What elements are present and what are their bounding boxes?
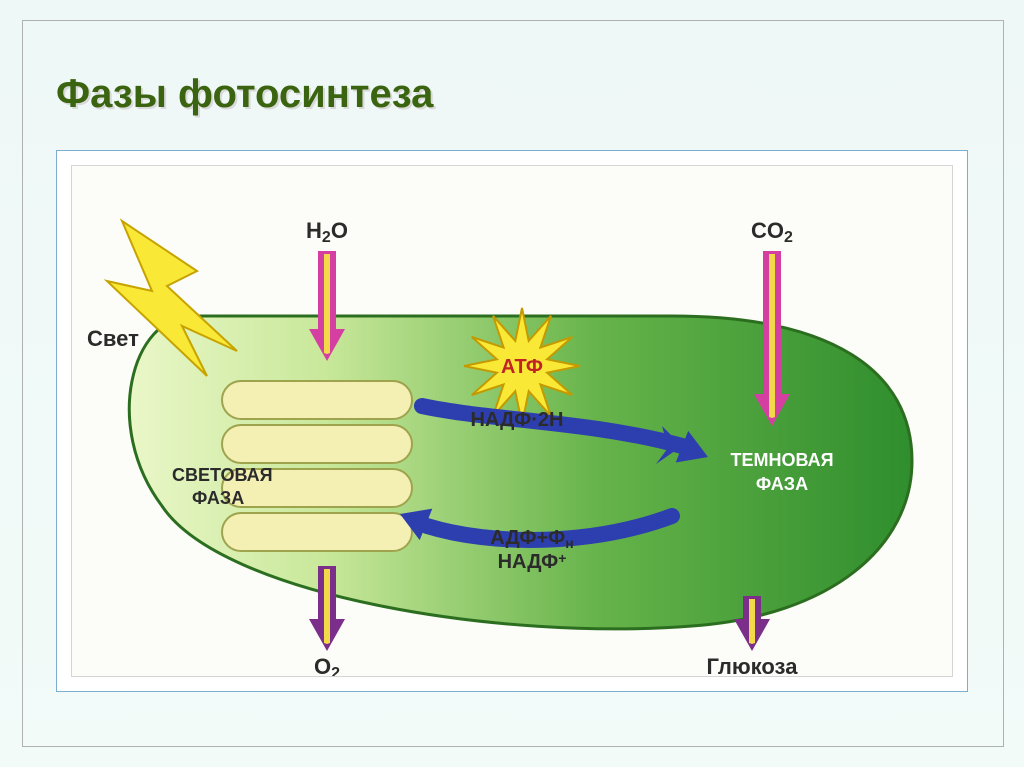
label-co2: CO2: [751, 218, 793, 246]
label-light: Свет: [87, 326, 139, 351]
label-dark-phase-1: ТЕМНОВАЯ: [730, 450, 833, 470]
arrow-glucose-inner: [749, 599, 755, 644]
label-o2: O2: [314, 654, 340, 676]
thylakoid: [222, 513, 412, 551]
slide: Фазы фотосинтеза Фазы фотосинтеза АТФ Све…: [0, 0, 1024, 767]
figure-inner: АТФ Свет H2O CO2 O2 Глюкоза СВЕТОВАЯ ФАЗА ТЕМНОВ…: [71, 165, 953, 677]
atp-label: АТФ: [501, 356, 543, 378]
arrow-o2-inner: [324, 569, 330, 644]
label-glucose: Глюкоза: [707, 654, 799, 676]
title-text: Фазы фотосинтеза: [56, 72, 433, 117]
label-dark-phase-2: ФАЗА: [756, 474, 808, 494]
label-nadp: НАДФ+: [498, 550, 567, 573]
thylakoid: [222, 381, 412, 419]
label-nadph: НАДФ·2Н: [471, 409, 564, 431]
arrow-h2o-inner: [324, 254, 330, 354]
label-adp: АДФ+Фн: [490, 527, 573, 551]
label-h2o: H2O: [306, 218, 348, 246]
thylakoid: [222, 425, 412, 463]
figure-frame: АТФ Свет H2O CO2 O2 Глюкоза СВЕТОВАЯ ФАЗА ТЕМНОВ…: [56, 150, 968, 692]
arrow-co2-inner: [769, 254, 775, 418]
photosynthesis-diagram: АТФ Свет H2O CO2 O2 Глюкоза СВЕТОВАЯ ФАЗА ТЕМНОВ…: [72, 166, 952, 676]
label-light-phase-1: СВЕТОВАЯ: [172, 465, 273, 485]
label-light-phase-2: ФАЗА: [192, 488, 244, 508]
slide-title: Фазы фотосинтеза Фазы фотосинтеза: [56, 72, 433, 117]
